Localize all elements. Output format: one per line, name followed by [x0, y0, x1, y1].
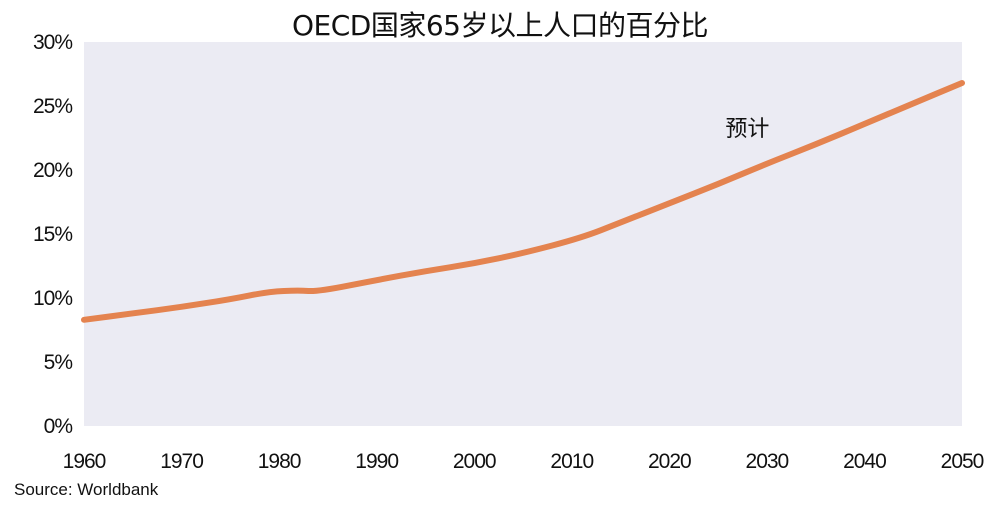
- x-tick-label: 2020: [648, 450, 691, 473]
- y-tick-label: 10%: [33, 287, 72, 310]
- x-tick-label: 1960: [63, 450, 106, 473]
- y-tick-label: 15%: [33, 223, 72, 246]
- y-tick-label: 20%: [33, 159, 72, 182]
- plot-background: [84, 42, 962, 426]
- x-tick-label: 1990: [355, 450, 398, 473]
- y-tick-label: 25%: [33, 95, 72, 118]
- annotations: 预计: [725, 116, 769, 141]
- x-axis-ticks: 1960 1970 1980 1990 2000 2010 2020 2030 2040 2050: [63, 450, 985, 473]
- y-tick-label: 0%: [44, 415, 73, 438]
- x-tick-label: 2030: [746, 450, 789, 473]
- chart-title: OECD国家65岁以上人口的百分比: [292, 9, 708, 42]
- x-tick-label: 1980: [258, 450, 301, 473]
- x-tick-label: 2000: [453, 450, 496, 473]
- y-tick-label: 5%: [44, 351, 73, 374]
- x-tick-label: 2050: [941, 450, 984, 473]
- y-tick-label: 30%: [33, 31, 72, 54]
- x-tick-label: 1970: [160, 450, 203, 473]
- x-tick-label: 2010: [550, 450, 593, 473]
- y-axis-ticks: 0% 5% 10% 15% 20% 25% 30%: [33, 31, 73, 438]
- annotation-label: 预计: [725, 116, 769, 141]
- series-line: [81, 80, 965, 323]
- x-tick-label: 2040: [843, 450, 886, 473]
- source-note: Source: Worldbank: [14, 480, 159, 499]
